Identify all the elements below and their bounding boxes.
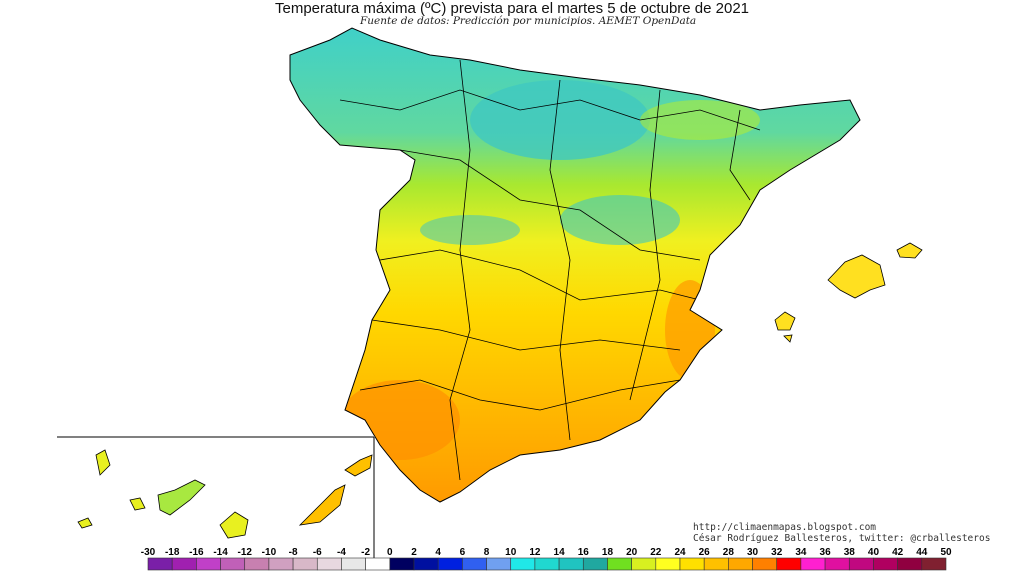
- legend-label: 12: [529, 547, 541, 558]
- legend-label: 36: [820, 547, 832, 558]
- legend-swatch: [703, 557, 729, 571]
- legend-swatch: [292, 557, 318, 571]
- spain-peninsula: [289, 27, 861, 503]
- legend-swatch: [365, 557, 391, 571]
- legend-swatch: [655, 557, 681, 571]
- legend-label: 16: [578, 547, 590, 558]
- legend-swatch: [607, 557, 632, 571]
- legend-label: -4: [337, 547, 346, 558]
- color-legend: -30 -18 -16 -14 -12 -10 -8 -6 -4 -2 0 2 4 6 8 10 12 14 16 1…: [141, 547, 952, 571]
- legend-swatch: [921, 557, 947, 571]
- legend-label: -18: [165, 547, 180, 558]
- legend-label: 26: [699, 547, 711, 558]
- legend-label: 34: [795, 547, 807, 558]
- legend-label: -14: [213, 547, 228, 558]
- balearic-islands: [774, 242, 923, 343]
- legend-swatch: [316, 557, 342, 571]
- legend-label: 30: [747, 547, 759, 558]
- legend-swatch: [147, 557, 173, 571]
- legend-swatch: [800, 557, 826, 571]
- legend-swatch: [244, 557, 270, 571]
- legend-swatch: [389, 557, 415, 571]
- legend-swatch: [728, 557, 753, 571]
- legend-label: -30: [141, 547, 156, 558]
- legend-swatch: [171, 557, 197, 571]
- canary-islands: [77, 449, 373, 539]
- legend-label: 4: [435, 547, 441, 558]
- legend-swatch: [897, 557, 923, 571]
- legend-label: 38: [844, 547, 856, 558]
- legend-label: -10: [262, 547, 277, 558]
- cool-zone-north: [470, 80, 650, 160]
- legend-swatch: [341, 557, 366, 571]
- legend-label: -16: [189, 547, 204, 558]
- legend-swatch: [413, 557, 439, 571]
- cool-zone-central: [420, 215, 520, 245]
- hot-zone-guadalquivir: [340, 380, 460, 460]
- legend-label: 40: [868, 547, 880, 558]
- legend-label: 2: [411, 547, 417, 558]
- cool-zone-iberico: [560, 195, 680, 245]
- legend-label: 50: [940, 547, 952, 558]
- legend-swatch: [679, 557, 705, 571]
- map-subtitle: Fuente de datos: Predicción por municipi…: [360, 15, 697, 27]
- legend-swatch: [582, 557, 608, 571]
- credits: http://climaenmapas.blogspot.com César R…: [693, 522, 990, 544]
- legend-label: 18: [602, 547, 614, 558]
- legend-swatch: [558, 557, 584, 571]
- legend-swatch: [534, 557, 560, 571]
- legend-label: -2: [361, 547, 370, 558]
- credits-author: César Rodríguez Ballesteros, twitter: @c…: [693, 533, 991, 544]
- legend-swatch: [752, 557, 778, 571]
- legend-label: -12: [238, 547, 253, 558]
- legend-label: 20: [626, 547, 638, 558]
- legend-swatch: [631, 557, 657, 571]
- legend-swatch: [220, 557, 246, 571]
- legend-label: 14: [554, 547, 566, 558]
- legend-swatch: [824, 557, 850, 571]
- legend-swatch: [462, 557, 487, 571]
- legend-label: 22: [650, 547, 662, 558]
- legend-swatch: [510, 557, 536, 571]
- map-title: Temperatura máxima (ºC) prevista para el…: [274, 0, 750, 17]
- province-borders: [339, 59, 761, 481]
- mild-zone-ebro: [640, 100, 760, 140]
- legend-label: -6: [313, 547, 322, 558]
- legend-label: 8: [484, 547, 490, 558]
- credits-url[interactable]: http://climaenmapas.blogspot.com: [693, 522, 877, 533]
- legend-label: 44: [916, 547, 928, 558]
- legend-swatch: [268, 557, 294, 571]
- legend-label: 32: [771, 547, 783, 558]
- legend-swatch: [486, 557, 512, 571]
- legend-label: 6: [460, 547, 466, 558]
- legend-swatch: [196, 557, 221, 571]
- legend-swatch: [776, 557, 802, 571]
- legend-swatch: [437, 557, 463, 571]
- legend-label: 24: [674, 547, 686, 558]
- legend-swatch: [848, 557, 874, 571]
- legend-label: 0: [387, 547, 393, 558]
- legend-label: 28: [723, 547, 735, 558]
- legend-label: 42: [892, 547, 904, 558]
- legend-label: 10: [505, 547, 517, 558]
- legend-label: -8: [289, 547, 298, 558]
- legend-swatch: [873, 557, 898, 571]
- canary-inset-frame: [57, 436, 375, 560]
